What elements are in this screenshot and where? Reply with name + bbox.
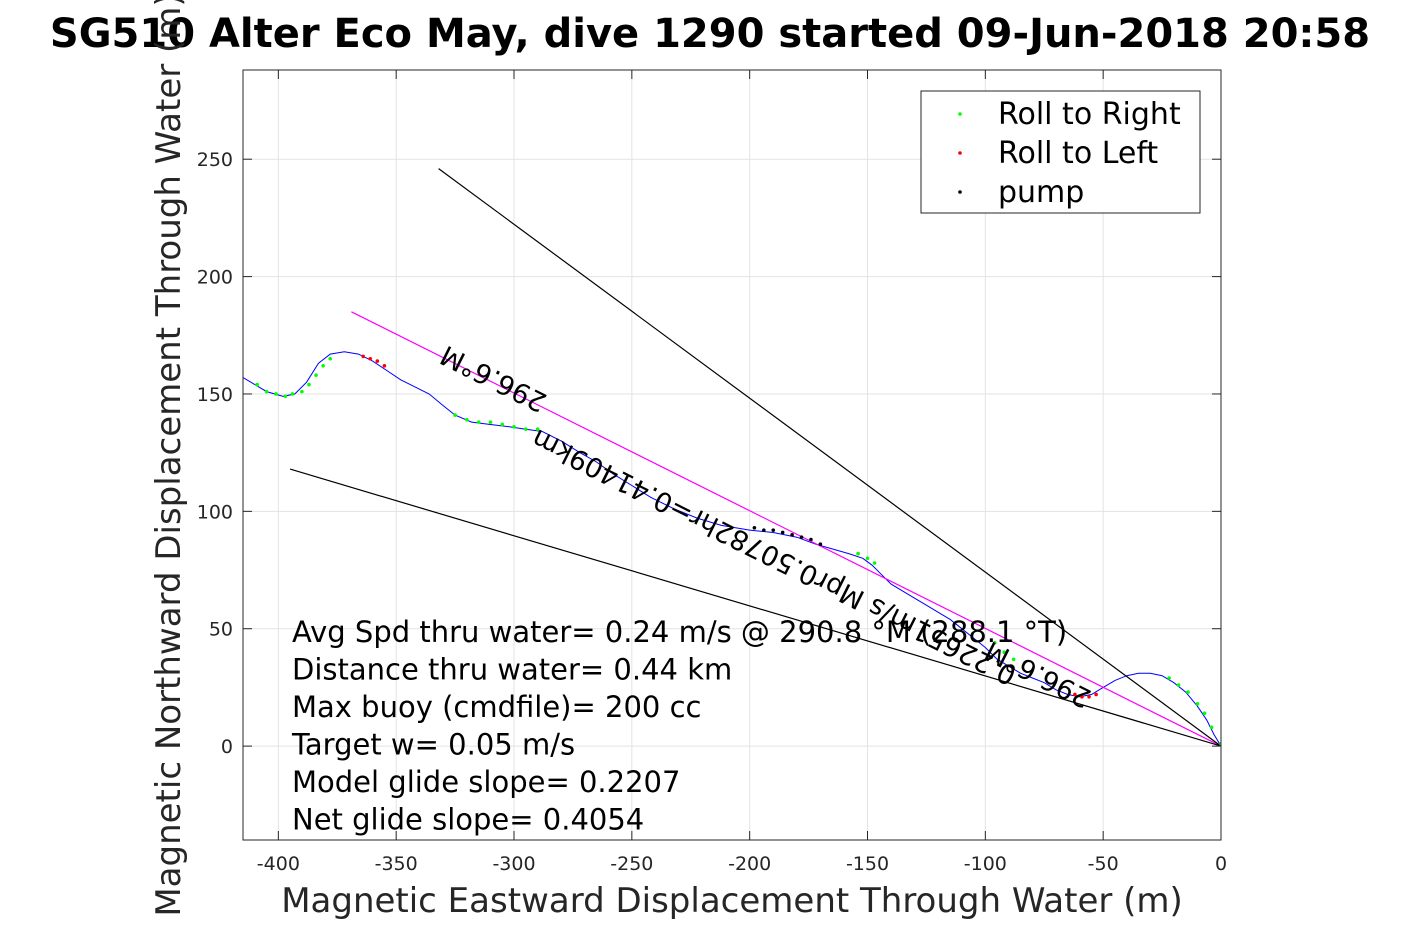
x-tick-label: -300 bbox=[492, 853, 535, 875]
legend-entry-label: Roll to Right bbox=[998, 97, 1181, 132]
x-tick-label: -250 bbox=[610, 853, 653, 875]
points-layer bbox=[255, 354, 1221, 746]
marker-pump bbox=[780, 530, 785, 535]
x-tick-label: 0 bbox=[1215, 853, 1227, 875]
stats-line: Distance thru water= 0.44 km bbox=[292, 653, 732, 687]
chart-title: SG510 Alter Eco May, dive 1290 started 0… bbox=[50, 11, 1370, 57]
marker-roll-to-left bbox=[1080, 694, 1084, 699]
marker-roll-to-right bbox=[1195, 702, 1200, 706]
stats-line: Target w= 0.05 m/s bbox=[291, 728, 575, 762]
marker-roll-to-right bbox=[1011, 657, 1016, 662]
y-tick-label: 150 bbox=[197, 384, 233, 406]
x-axis-label: Magnetic Eastward Displacement Through W… bbox=[281, 881, 1183, 921]
marker-roll-to-right bbox=[500, 422, 505, 427]
series-envelope-upper bbox=[438, 168, 1221, 747]
series-course-line bbox=[351, 311, 1221, 747]
marker-pump bbox=[809, 537, 813, 542]
stats-line: Model glide slope= 0.2207 bbox=[292, 765, 680, 799]
marker-roll-to-right bbox=[865, 556, 870, 561]
marker-roll-to-left bbox=[1073, 692, 1077, 697]
marker-roll-to-right bbox=[488, 420, 493, 424]
series-layer bbox=[243, 168, 1221, 747]
x-tick-label: -400 bbox=[257, 853, 300, 875]
marker-roll-to-left bbox=[1094, 692, 1098, 697]
marker-roll-to-right bbox=[255, 382, 259, 387]
marker-roll-to-right bbox=[314, 373, 318, 377]
plot-frame bbox=[242, 69, 1222, 841]
marker-roll-to-right bbox=[465, 417, 469, 422]
grid bbox=[243, 70, 1222, 840]
stats-line: Avg Spd thru water= 0.24 m/s @ 290.8 °M … bbox=[292, 615, 1067, 649]
y-tick-label: 200 bbox=[197, 267, 233, 289]
legend-box bbox=[920, 90, 1201, 214]
marker-roll-to-right bbox=[290, 392, 295, 396]
y-axis-label: Magnetic Northward Displacement Through … bbox=[149, 0, 189, 917]
marker-pump bbox=[790, 533, 794, 537]
marker-roll-to-left bbox=[368, 356, 373, 361]
marker-pump bbox=[771, 528, 776, 532]
marker-roll-to-right bbox=[274, 392, 278, 396]
marker-roll-to-right bbox=[453, 413, 457, 417]
axis-ticks: -400 -350 -300 -250 -200 -150 -100 -50 0 0 50 100 15… bbox=[197, 70, 1227, 875]
marker-pump bbox=[752, 525, 757, 530]
x-tick-label: -50 bbox=[1088, 853, 1119, 875]
series-track bbox=[243, 351, 1221, 747]
legend-marker bbox=[958, 190, 962, 194]
legend-entry-label: Roll to Left bbox=[998, 136, 1158, 171]
marker-roll-to-right bbox=[856, 551, 860, 556]
marker-roll-to-right bbox=[1209, 725, 1214, 730]
marker-roll-to-left bbox=[361, 354, 365, 359]
stats-line: Max buoy (cmdfile)= 200 cc bbox=[292, 690, 701, 724]
marker-roll-to-right bbox=[328, 356, 332, 361]
marker-pump bbox=[799, 535, 804, 539]
marker-roll-to-right bbox=[476, 420, 481, 424]
marker-roll-to-right bbox=[1202, 711, 1207, 716]
marker-roll-to-right bbox=[264, 389, 269, 394]
marker-roll-to-right bbox=[307, 382, 311, 387]
y-tick-label: 250 bbox=[197, 149, 233, 171]
x-tick-label: -350 bbox=[375, 853, 418, 875]
x-tick-label: -150 bbox=[846, 853, 889, 875]
marker-roll-to-right bbox=[512, 425, 516, 429]
stats-box: Avg Spd thru water= 0.24 m/s @ 290.8 °M … bbox=[291, 615, 1067, 837]
marker-roll-to-right bbox=[872, 561, 877, 565]
marker-roll-to-right bbox=[1002, 650, 1006, 654]
marker-roll-to-right bbox=[321, 363, 325, 368]
legend-marker bbox=[958, 112, 962, 116]
marker-roll-to-left bbox=[382, 363, 387, 368]
legend-marker bbox=[958, 151, 962, 155]
marker-roll-to-right bbox=[535, 427, 540, 431]
marker-roll-to-right bbox=[283, 394, 288, 399]
y-tick-label: 0 bbox=[221, 736, 233, 758]
marker-roll-to-right bbox=[1167, 676, 1171, 680]
marker-pump bbox=[762, 528, 766, 532]
marker-roll-to-left bbox=[375, 359, 380, 363]
marker-roll-to-right bbox=[992, 641, 997, 645]
x-tick-label: -100 bbox=[964, 853, 1007, 875]
y-tick-label: 50 bbox=[209, 619, 233, 641]
series-envelope-lower bbox=[289, 468, 1221, 747]
marker-roll-to-right bbox=[1176, 683, 1181, 687]
marker-roll-to-right bbox=[523, 427, 528, 431]
y-tick-label: 100 bbox=[197, 501, 233, 523]
stats-line: Net glide slope= 0.4054 bbox=[292, 803, 644, 837]
marker-roll-to-right bbox=[300, 389, 304, 394]
marker-roll-to-right bbox=[1186, 690, 1190, 694]
x-tick-label: -200 bbox=[728, 853, 771, 875]
marker-pump bbox=[818, 542, 823, 547]
marker-roll-to-left bbox=[1087, 694, 1091, 699]
legend-entry-label: pump bbox=[998, 175, 1084, 210]
legend: Roll to Right Roll to Left pump bbox=[920, 90, 1201, 214]
